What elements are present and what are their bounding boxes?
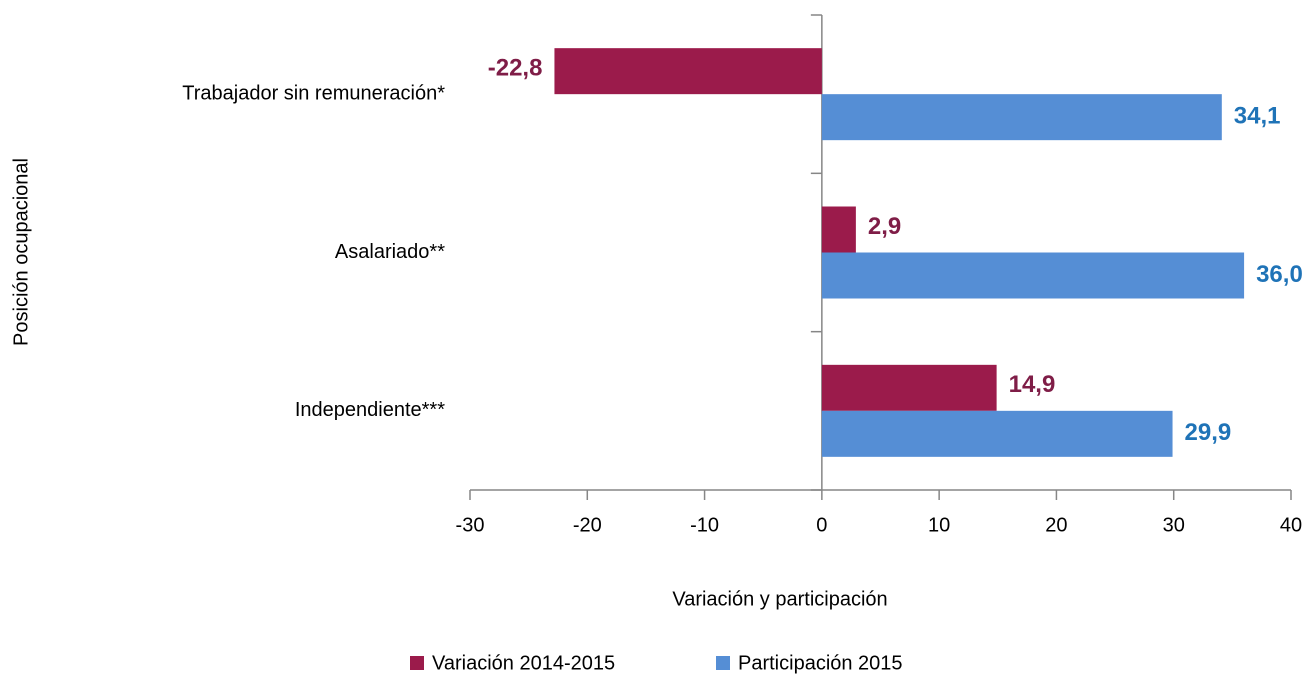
x-tick-label: -10 — [690, 514, 719, 536]
x-tick-label: 10 — [928, 514, 950, 536]
x-tick-label: 0 — [816, 514, 827, 536]
x-axis-label: Variación y participación — [672, 588, 887, 610]
x-tick-label: 30 — [1163, 514, 1185, 536]
y-axis-label: Posición ocupacional — [10, 158, 32, 346]
y-tick-label: Asalariado** — [335, 241, 445, 263]
bar — [821, 364, 997, 411]
value-label: 2,9 — [868, 213, 901, 240]
x-tick-label: 20 — [1045, 514, 1067, 536]
value-label: -22,8 — [488, 55, 543, 82]
legend-swatch — [410, 656, 424, 670]
bar — [821, 206, 856, 253]
bar — [821, 410, 1173, 457]
y-tick-label: Independiente*** — [295, 399, 445, 421]
value-label: 29,9 — [1185, 419, 1232, 446]
y-tick-label: Trabajador sin remuneración* — [182, 82, 445, 104]
value-label: 36,0 — [1256, 261, 1303, 288]
legend-label: Participación 2015 — [738, 652, 903, 674]
x-tick-label: 40 — [1280, 514, 1302, 536]
x-tick-label: -20 — [573, 514, 602, 536]
bar — [821, 94, 1222, 141]
x-tick-label: -30 — [456, 514, 485, 536]
bar — [821, 252, 1245, 299]
value-label: 34,1 — [1234, 103, 1281, 130]
legend-swatch — [716, 656, 730, 670]
bar — [554, 48, 822, 95]
value-label: 14,9 — [1009, 371, 1056, 398]
legend-label: Variación 2014-2015 — [432, 652, 615, 674]
